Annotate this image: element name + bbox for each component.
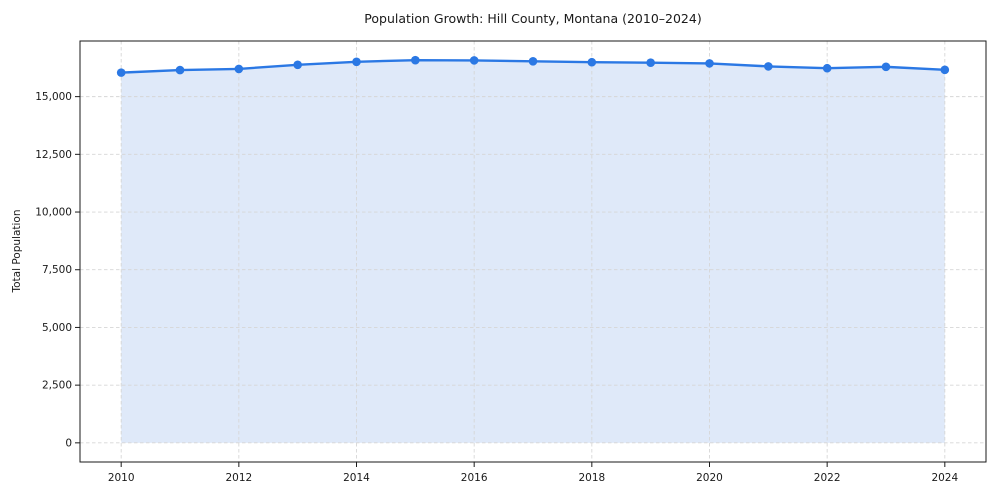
y-tick-label: 10,000 <box>35 207 72 219</box>
data-point-2014 <box>352 57 361 67</box>
data-point-2024 <box>940 65 950 75</box>
y-tick-label: 0 <box>65 437 72 449</box>
x-tick-label: 2022 <box>814 472 841 484</box>
data-point-2022 <box>822 63 832 73</box>
data-point-2016 <box>469 56 479 65</box>
data-point-2011 <box>175 65 185 75</box>
y-tick-label: 2,500 <box>42 380 72 392</box>
y-tick-label: 5,000 <box>42 322 72 334</box>
data-point-2020 <box>705 59 714 68</box>
data-point-2015 <box>411 55 420 65</box>
y-tick-label: 15,000 <box>35 91 72 103</box>
data-point-2018 <box>587 57 597 67</box>
data-point-2021 <box>764 62 773 71</box>
area-fill <box>121 60 945 443</box>
x-tick-label: 2024 <box>931 472 958 484</box>
y-tick-label: 12,500 <box>35 149 72 161</box>
chart-title: Population Growth: Hill County, Montana … <box>364 11 702 26</box>
x-tick-label: 2014 <box>343 472 370 484</box>
x-tick-label: 2010 <box>108 472 135 484</box>
plot-border <box>79 40 987 463</box>
data-point-2012 <box>234 64 244 74</box>
data-point-2017 <box>528 57 538 66</box>
x-tick-label: 2016 <box>461 472 488 484</box>
x-tick-label: 2020 <box>696 472 723 484</box>
y-tick-label: 7,500 <box>42 264 72 276</box>
x-tick-label: 2012 <box>225 472 252 484</box>
data-point-2019 <box>646 58 655 67</box>
data-point-2010 <box>116 68 126 77</box>
data-point-2023 <box>881 62 891 72</box>
x-tick-label: 2018 <box>578 472 605 484</box>
data-point-2013 <box>293 60 302 70</box>
